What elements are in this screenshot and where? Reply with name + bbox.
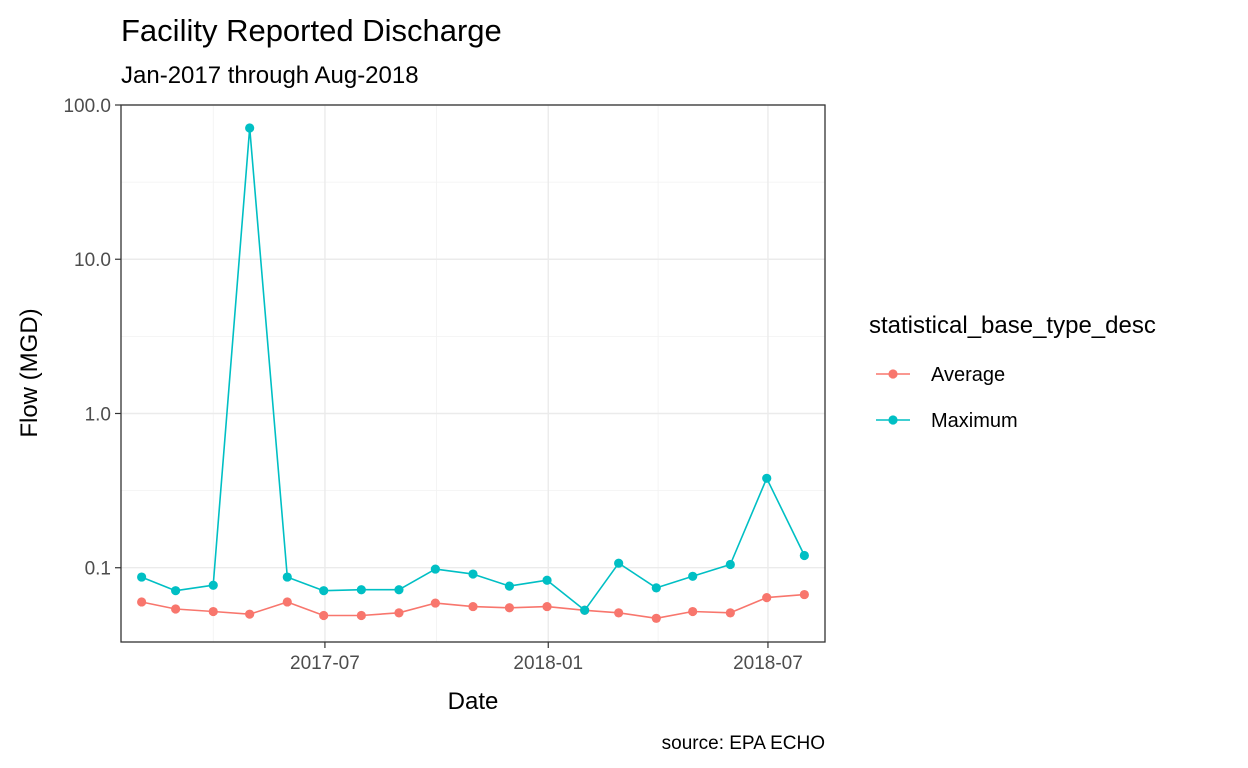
y-axis: 0.1 1.0 10.0 100.0: [63, 96, 121, 580]
data-point-average: [137, 597, 147, 607]
x-axis-title: Date: [448, 688, 499, 715]
data-point-maximum: [319, 586, 329, 596]
data-point-maximum: [651, 583, 661, 593]
x-tick-label: 2018-01: [513, 653, 583, 674]
data-point-maximum: [282, 572, 292, 582]
chart-subtitle: Jan-2017 through Aug-2018: [121, 62, 419, 89]
data-point-maximum: [725, 559, 735, 570]
data-point-maximum: [580, 605, 590, 615]
chart-caption: source: EPA ECHO: [662, 733, 825, 754]
legend-label-maximum: Maximum: [931, 410, 1018, 432]
data-point-maximum: [356, 585, 366, 595]
data-point-average: [614, 608, 624, 618]
y-tick-label: 100.0: [63, 96, 111, 117]
data-point-average: [394, 608, 404, 618]
data-point-average: [282, 597, 292, 607]
data-point-average: [245, 609, 255, 619]
y-tick-label: 10.0: [74, 250, 111, 271]
data-point-maximum: [688, 571, 698, 581]
data-point-maximum: [614, 558, 624, 568]
x-tick-label: 2017-07: [290, 653, 360, 674]
data-point-average: [356, 610, 366, 621]
legend-key-maximum: [876, 415, 910, 425]
data-point-maximum: [245, 123, 255, 133]
legend-key-average: [876, 369, 910, 379]
y-tick-label: 0.1: [85, 559, 111, 580]
data-point-average: [430, 598, 440, 608]
data-point-average: [504, 603, 515, 613]
data-point-maximum: [208, 580, 218, 590]
data-point-average: [171, 604, 181, 614]
x-axis: 2017-07 2018-01 2018-07: [290, 642, 803, 674]
y-tick-label: 1.0: [85, 404, 111, 425]
data-point-maximum: [430, 564, 440, 574]
data-point-maximum: [762, 473, 772, 483]
y-axis-title: Flow (MGD): [16, 308, 43, 437]
series-layer: [137, 123, 809, 623]
data-point-maximum: [171, 586, 181, 596]
data-point-average: [208, 606, 218, 617]
plot-panel-border: [120, 104, 826, 643]
data-point-maximum: [504, 581, 515, 591]
data-point-average: [651, 613, 661, 623]
data-point-maximum: [799, 550, 809, 561]
data-point-average: [468, 601, 478, 612]
data-point-average: [319, 610, 329, 621]
data-point-average: [799, 589, 809, 600]
legend: statistical_base_type_desc Average Maximu…: [869, 312, 1156, 432]
legend-label-average: Average: [931, 364, 1005, 386]
data-point-average: [688, 606, 698, 617]
data-point-maximum: [468, 569, 478, 579]
grid: [121, 104, 825, 642]
x-tick-label: 2018-07: [733, 653, 803, 674]
legend-title: statistical_base_type_desc: [869, 312, 1156, 339]
data-point-average: [725, 608, 735, 618]
chart-title: Facility Reported Discharge: [121, 13, 502, 48]
data-point-maximum: [542, 575, 552, 585]
data-point-average: [762, 593, 772, 603]
data-point-maximum: [394, 585, 404, 595]
data-point-average: [542, 601, 552, 612]
data-point-maximum: [137, 572, 147, 582]
series-line-maximum: [141, 127, 806, 612]
